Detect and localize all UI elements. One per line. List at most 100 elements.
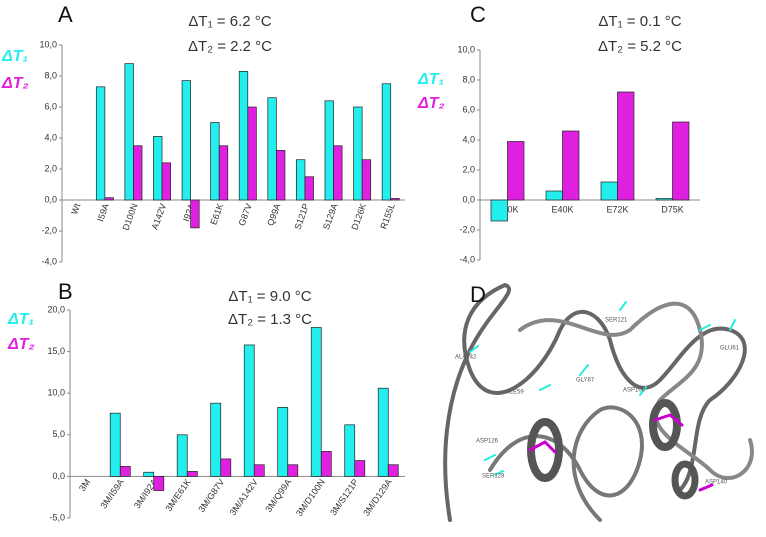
helix xyxy=(649,399,681,451)
bar xyxy=(507,141,525,201)
x-tick-label: A142V xyxy=(150,202,169,231)
x-tick-label: 3M/E61K xyxy=(163,477,192,513)
bar xyxy=(333,145,343,201)
x-tick-label: S129A xyxy=(321,202,340,231)
y-tick-label: 10,0 xyxy=(39,39,57,49)
x-tick-label: D126K xyxy=(349,202,368,231)
x-tick-label: S121P xyxy=(292,202,311,231)
bar xyxy=(104,197,114,201)
ribbon xyxy=(518,301,754,481)
bar xyxy=(381,83,392,201)
x-tick-label: 3M xyxy=(77,477,92,493)
y-tick-label: 8,0 xyxy=(462,74,475,84)
bar xyxy=(390,198,400,201)
y-tick-label: 8,0 xyxy=(44,70,57,80)
y-tick-label: 10,0 xyxy=(457,44,475,54)
bar xyxy=(243,344,255,477)
x-tick-label: 3M/I59A xyxy=(98,477,125,510)
bar xyxy=(296,159,306,201)
bar xyxy=(153,136,163,201)
bar xyxy=(133,145,143,201)
bar xyxy=(387,464,399,477)
y-tick-label: 2,0 xyxy=(44,163,57,173)
bar xyxy=(277,406,289,477)
x-tick-label: D100N xyxy=(121,202,140,232)
annotation: ΔT₁ = 0.1 °C xyxy=(598,13,681,30)
bar xyxy=(354,460,366,477)
x-tick-label: 3M/Q99A xyxy=(263,477,293,514)
bar xyxy=(109,412,121,477)
bar xyxy=(490,199,508,222)
residue-label: SER121 xyxy=(605,318,628,324)
bar xyxy=(181,80,191,201)
residue-label: SER129 xyxy=(482,474,505,480)
annotation: ΔT₂ = 5.2 °C xyxy=(598,38,682,55)
residue-label: GLU61 xyxy=(720,346,740,352)
bar xyxy=(119,466,131,477)
x-tick-label: 3M/A142V xyxy=(228,477,260,517)
helix xyxy=(671,460,699,500)
y-tick-label: -4,0 xyxy=(459,254,475,264)
bar xyxy=(190,199,200,229)
y-tick-label: 10,0 xyxy=(47,388,65,398)
bar xyxy=(324,100,334,201)
x-tick-label: E61K xyxy=(208,202,225,226)
bar xyxy=(124,63,134,201)
residue-label: ASP140 xyxy=(705,480,728,486)
x-tick-label: Q99A xyxy=(265,202,282,227)
y-tick-label: 0,0 xyxy=(462,194,475,204)
bar xyxy=(210,402,222,477)
x-tick-label: 3M/S121P xyxy=(328,477,360,517)
bar xyxy=(600,181,618,201)
x-tick-label: G87V xyxy=(237,202,254,227)
residue-label: ILE59 xyxy=(508,390,524,396)
y-tick-label: 4,0 xyxy=(462,134,475,144)
legend-entry: ΔT₁ xyxy=(1,48,28,65)
structure-panel xyxy=(443,282,754,522)
x-tick-label: R155L xyxy=(378,202,396,230)
x-tick-label: 3M/D129A xyxy=(361,477,394,518)
bar xyxy=(218,145,229,201)
y-tick-label: 4,0 xyxy=(44,132,57,142)
bar xyxy=(253,464,265,477)
panel-label: C xyxy=(470,2,486,27)
bar xyxy=(617,91,635,201)
ribbon xyxy=(443,282,747,522)
y-tick-label: -5,0 xyxy=(49,512,65,522)
bar xyxy=(361,159,372,201)
legend-entry: ΔT₂ xyxy=(7,336,35,353)
bar xyxy=(267,97,277,201)
bar xyxy=(238,70,249,201)
bar xyxy=(210,122,220,201)
bar xyxy=(287,464,299,477)
x-tick-label: 3M/D100N xyxy=(294,477,327,518)
bar xyxy=(176,434,188,477)
x-tick-label: E40K xyxy=(551,204,573,214)
residue-label: ALA142 xyxy=(455,355,477,361)
bar xyxy=(143,471,155,477)
bar xyxy=(95,86,106,201)
bar xyxy=(672,121,690,201)
bar xyxy=(247,106,257,201)
y-tick-label: 6,0 xyxy=(462,104,475,114)
bar xyxy=(276,150,286,201)
bar xyxy=(562,130,580,201)
panel-label: D xyxy=(470,282,486,307)
y-tick-label: -2,0 xyxy=(459,224,475,234)
x-tick-label: I59A xyxy=(95,202,111,223)
y-tick-label: 15,0 xyxy=(47,346,65,356)
annotation: ΔT₂ = 1.3 °C xyxy=(228,311,312,328)
bar xyxy=(304,176,314,201)
legend-entry: ΔT₁ xyxy=(417,71,444,88)
annotation: ΔT₁ = 6.2 °C xyxy=(188,13,271,30)
bar xyxy=(353,106,363,201)
y-tick-label: 6,0 xyxy=(44,101,57,111)
x-tick-label: Wt xyxy=(69,202,82,216)
bar xyxy=(344,424,356,477)
panel-label: B xyxy=(58,279,73,304)
bar xyxy=(186,471,198,477)
y-tick-label: 2,0 xyxy=(462,164,475,174)
panel-label: A xyxy=(58,2,73,27)
bar xyxy=(310,327,322,477)
